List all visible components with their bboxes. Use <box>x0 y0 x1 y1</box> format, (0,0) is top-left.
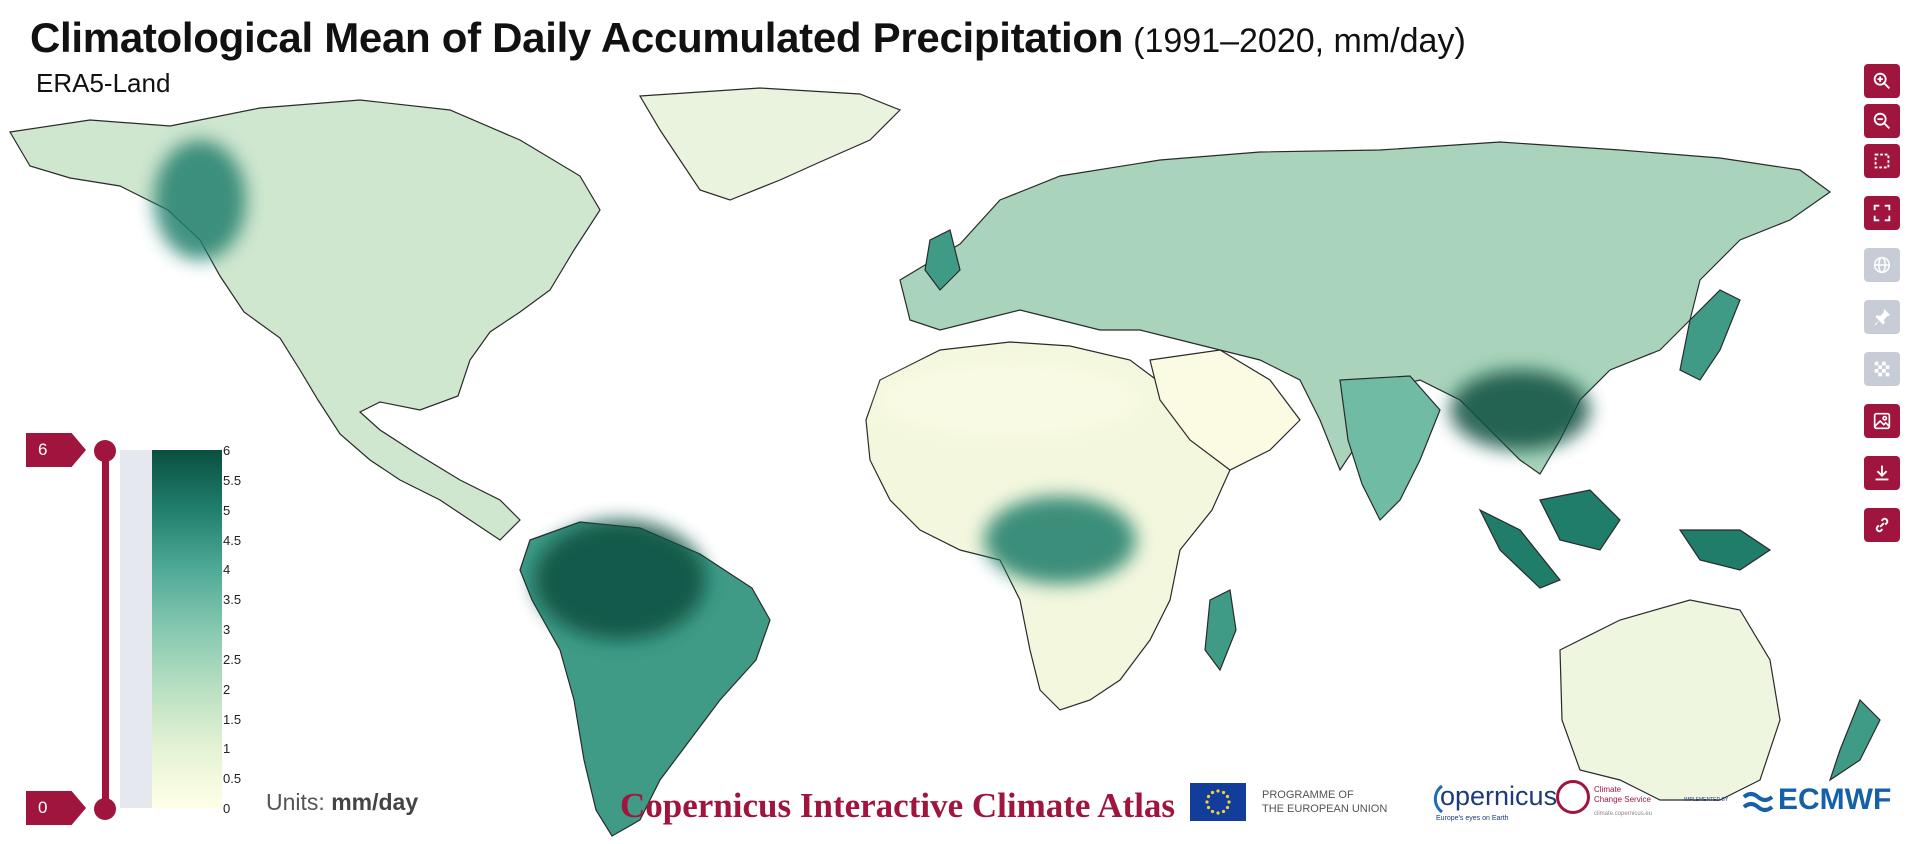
new-zealand-islands <box>1828 698 1881 782</box>
range-max-flag: 6 <box>26 433 86 467</box>
legend-tick-label: 0 <box>223 801 231 816</box>
copernicus-swoosh-icon <box>1433 784 1443 814</box>
units-value: mm/day <box>331 789 419 815</box>
fullscreen-button[interactable] <box>1864 196 1900 230</box>
fullscreen-icon <box>1873 204 1891 222</box>
precipitation-map[interactable] <box>0 80 1900 840</box>
atlas-title: Copernicus Interactive Climate Atlas <box>620 786 1176 825</box>
eu-line-2: THE EUROPEAN UNION <box>1262 803 1388 815</box>
japan-islands <box>1679 289 1741 381</box>
c3s-line-1: Climate <box>1594 785 1622 794</box>
greenland-landmass <box>638 87 902 201</box>
c3s-url: climate.copernicus.eu <box>1594 811 1653 817</box>
grid-button[interactable] <box>1864 352 1900 386</box>
ecmwf-waves-icon <box>1742 792 1774 812</box>
units-prefix: Units: <box>266 789 325 815</box>
globe-icon <box>1873 256 1891 274</box>
arabia-landmass <box>1149 349 1301 471</box>
nw-pacific-coast-wet-zone <box>154 140 246 260</box>
image-export-button[interactable] <box>1864 404 1900 438</box>
legend-slider-track <box>120 450 152 808</box>
range-slider-rail[interactable] <box>102 450 109 808</box>
legend-tick-label: 5 <box>223 502 231 518</box>
uk-islands <box>924 229 961 291</box>
download-button[interactable] <box>1864 456 1900 490</box>
ecmwf-logo: ECMWF <box>1778 783 1892 816</box>
se-asia-wet-zone <box>1450 370 1590 450</box>
legend-tick-label: 4 <box>223 562 231 578</box>
range-min-flag: 0 <box>26 791 86 825</box>
eu-line-1: PROGRAMME OF <box>1262 789 1354 801</box>
units-label: Units: mm/day <box>266 789 418 816</box>
sahara-dry-zone <box>880 364 1140 436</box>
range-slider-min-handle[interactable] <box>94 798 116 820</box>
legend-tick-label: 5.5 <box>223 472 242 488</box>
legend-tick-label: 3.5 <box>223 592 242 608</box>
zoom-out-icon <box>1873 112 1890 129</box>
c3s-line-2: Change Service <box>1594 795 1651 804</box>
zoom-out-button[interactable] <box>1864 104 1900 138</box>
c3s-label: Climate Change Service climate.copernicu… <box>1594 785 1652 819</box>
pin-icon <box>1874 308 1891 326</box>
legend-tick-label: 1 <box>223 741 231 757</box>
eu-flag-logo <box>1190 783 1246 821</box>
zoom-in-icon <box>1873 72 1890 89</box>
select-region-icon <box>1874 153 1890 169</box>
north-america-landmass <box>9 99 601 541</box>
share-link-button[interactable] <box>1864 508 1900 542</box>
projection-button[interactable] <box>1864 248 1900 282</box>
c3s-logo-icon <box>1556 780 1590 814</box>
download-icon <box>1875 465 1889 481</box>
range-slider-max-handle[interactable] <box>94 440 116 462</box>
eurasia-landmass <box>899 141 1832 475</box>
congo-wet-zone <box>984 496 1136 584</box>
madagascar-island <box>1204 589 1237 672</box>
link-icon <box>1875 517 1889 533</box>
legend-tick-label: 4.5 <box>223 532 242 548</box>
borneo-island <box>1539 489 1621 551</box>
new-guinea-island <box>1678 529 1772 571</box>
amazon-wet-zone <box>534 520 706 640</box>
copernicus-tagline: Europe's eyes on Earth <box>1436 815 1509 822</box>
zoom-to-extent-button[interactable] <box>1864 144 1900 178</box>
implemented-by-label: IMPLEMENTED BY <box>1684 797 1729 803</box>
legend-tick-label: 0.5 <box>223 771 242 787</box>
image-icon <box>1873 412 1891 430</box>
zoom-in-button[interactable] <box>1864 64 1900 98</box>
legend-tick-label: 2.5 <box>223 651 242 667</box>
title-period: (1991–2020, mm/day) <box>1133 22 1466 60</box>
map-title: Climatological Mean of Daily Accumulated… <box>30 14 1466 62</box>
title-main: Climatological Mean of Daily Accumulated… <box>30 14 1124 61</box>
sumatra-island <box>1478 508 1561 589</box>
legend-tick-label: 6 <box>223 443 231 458</box>
australia-landmass <box>1559 599 1781 801</box>
copernicus-logo: opernicus <box>1440 781 1558 811</box>
checkerboard-icon <box>1874 361 1890 377</box>
eu-programme-label: PROGRAMME OF THE EUROPEAN UNION <box>1262 788 1387 816</box>
legend-tick-label: 3 <box>223 622 231 637</box>
dataset-label: ERA5-Land <box>36 68 171 98</box>
legend-tick-label: 1.5 <box>223 711 242 727</box>
color-legend: 6 0 6 5.5 5 4.5 4 3.5 3 2.5 2 1.5 1 0.5 0 <box>0 430 260 830</box>
pin-button[interactable] <box>1864 300 1900 334</box>
legend-tick-label: 2 <box>223 681 231 697</box>
india-landmass <box>1339 375 1441 522</box>
legend-color-ramp <box>152 450 222 808</box>
